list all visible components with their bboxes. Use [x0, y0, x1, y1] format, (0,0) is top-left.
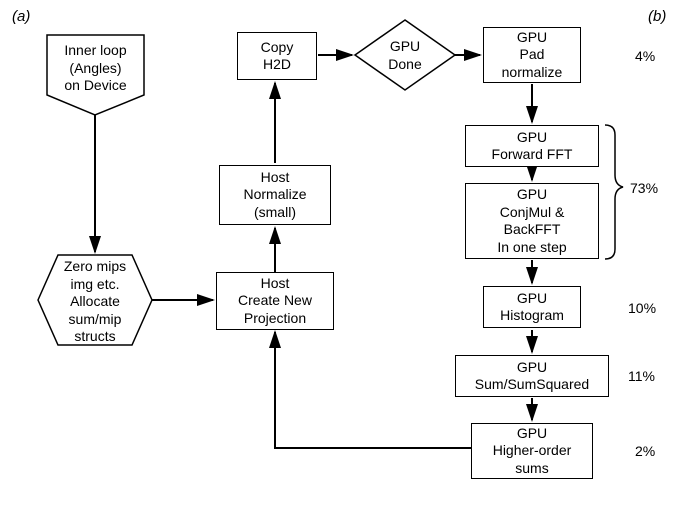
host-normalize-box: Host Normalize (small) — [219, 165, 331, 225]
gpu-pad-box: GPU Pad normalize — [483, 27, 581, 83]
label-a: (a) — [12, 8, 30, 25]
zero-mips-text: Zero mips img etc. Allocate sum/mip stru… — [45, 258, 145, 346]
gpu-forward-fft-box: GPU Forward FFT — [465, 125, 599, 167]
copy-h2d-box: Copy H2D — [237, 32, 317, 80]
pct-hist: 10% — [628, 300, 656, 316]
pct-fft: 73% — [630, 180, 658, 196]
host-create-box: Host Create New Projection — [216, 272, 334, 330]
gpu-histogram-box: GPU Histogram — [483, 286, 581, 328]
gpu-conjmul-box: GPU ConjMul & BackFFT In one step — [465, 183, 599, 259]
gpu-done-text: GPU Done — [370, 38, 440, 73]
inner-loop-text: Inner loop (Angles) on Device — [47, 42, 144, 95]
gpu-higher-box: GPU Higher-order sums — [471, 423, 593, 479]
pct-pad: 4% — [635, 48, 655, 64]
pct-sum: 11% — [628, 368, 655, 384]
pct-high: 2% — [635, 443, 655, 459]
gpu-sum-box: GPU Sum/SumSquared — [455, 355, 609, 397]
label-b: (b) — [648, 8, 666, 25]
